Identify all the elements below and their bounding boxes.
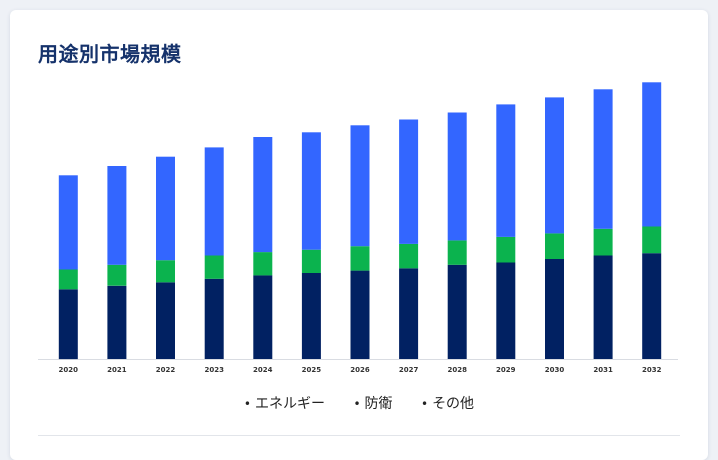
bar-segment[interactable] xyxy=(58,269,78,290)
market-card: 用途別市場規模 2020 2021 2022 2023 2024 2025 2026 2027… xyxy=(10,10,708,460)
chart-legend: • エネルギー • 防衛 • その他 xyxy=(10,393,708,413)
x-tick-label: 2024 xyxy=(253,366,273,374)
bar-segment[interactable] xyxy=(107,285,127,359)
bar-segment[interactable] xyxy=(496,236,516,263)
bar-segment[interactable] xyxy=(447,240,467,265)
bar-segment[interactable] xyxy=(642,82,662,227)
x-tick-label: 2031 xyxy=(593,366,613,374)
bar-segment[interactable] xyxy=(399,243,419,269)
chart-title: 用途別市場規模 xyxy=(38,42,182,66)
bar-segment[interactable] xyxy=(350,246,370,271)
bar-segment[interactable] xyxy=(204,278,224,359)
x-tick-label: 2026 xyxy=(350,366,370,374)
bar-segment[interactable] xyxy=(204,147,224,256)
x-tick-label: 2021 xyxy=(107,366,127,374)
legend-bullet-icon: • xyxy=(243,397,251,411)
bar-segment[interactable] xyxy=(253,275,273,359)
x-tick-label: 2025 xyxy=(302,366,322,374)
bar-segment[interactable] xyxy=(399,119,419,244)
legend-bullet-icon: • xyxy=(420,397,429,411)
bar-segment[interactable] xyxy=(204,255,224,279)
bar-segment[interactable] xyxy=(496,262,516,360)
bar-segment[interactable] xyxy=(545,233,564,259)
stacked-bar-chart: 2020 2021 2022 2023 2024 2025 2026 2027 2028 2029… xyxy=(38,82,678,374)
bar-segment[interactable] xyxy=(593,255,613,360)
legend-item-energy[interactable]: • エネルギー xyxy=(244,393,325,413)
x-tick-label: 2030 xyxy=(545,366,565,374)
bar-segment[interactable] xyxy=(156,282,175,359)
bar-segment[interactable] xyxy=(107,166,127,265)
legend-label: 防衛 xyxy=(364,396,393,412)
bar-segment[interactable] xyxy=(642,253,662,359)
x-tick-label: 2027 xyxy=(399,366,419,374)
x-tick-label: 2032 xyxy=(642,366,662,374)
bar-segment[interactable] xyxy=(447,112,467,241)
legend-label: エネルギー xyxy=(255,396,325,412)
bar-segment[interactable] xyxy=(593,89,613,229)
bar-segment[interactable] xyxy=(253,137,273,253)
bar-segment[interactable] xyxy=(496,104,516,237)
bar-segment[interactable] xyxy=(399,268,419,359)
bar-segment[interactable] xyxy=(545,259,564,359)
bottom-divider xyxy=(38,435,680,436)
bar-segment[interactable] xyxy=(156,260,175,283)
x-tick-label: 2028 xyxy=(447,366,467,374)
bar-segment[interactable] xyxy=(593,228,613,256)
bar-segment[interactable] xyxy=(156,156,175,261)
bar-segment[interactable] xyxy=(58,175,78,270)
bar-segment[interactable] xyxy=(301,249,321,273)
bar-segment[interactable] xyxy=(447,264,467,359)
bar-segment[interactable] xyxy=(350,270,370,359)
x-tick-label: 2029 xyxy=(496,366,516,374)
bar-segment[interactable] xyxy=(253,252,273,276)
legend-bullet-icon: • xyxy=(353,397,361,411)
x-tick-label: 2020 xyxy=(59,366,79,374)
bar-segment[interactable] xyxy=(301,273,321,359)
x-tick-label: 2023 xyxy=(204,366,224,374)
legend-item-other[interactable]: • その他 xyxy=(421,393,474,413)
x-tick-label: 2022 xyxy=(156,366,176,374)
bar-segment[interactable] xyxy=(107,264,127,286)
bar-segment[interactable] xyxy=(301,132,321,250)
bar-segment[interactable] xyxy=(58,289,78,360)
legend-item-defense[interactable]: • 防衛 xyxy=(353,393,392,413)
legend-label: その他 xyxy=(432,396,475,412)
bar-segment[interactable] xyxy=(545,97,564,234)
bar-segment[interactable] xyxy=(642,226,662,254)
bar-segment[interactable] xyxy=(350,125,370,247)
